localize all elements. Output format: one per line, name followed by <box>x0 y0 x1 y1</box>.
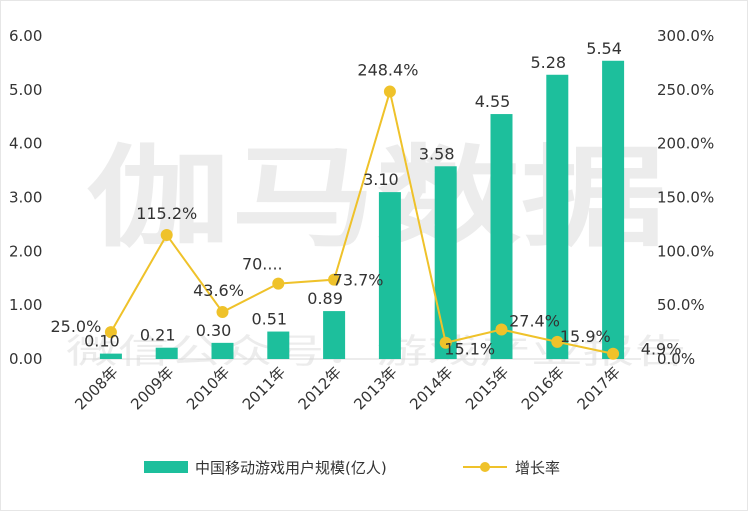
bar-data-labels: 0.10 0.21 0.30 0.51 0.89 3.10 3.58 4.55 5.28 5.54 <box>84 39 622 351</box>
growth-point <box>439 336 452 349</box>
left-axis-tick: 4.00 <box>9 135 42 153</box>
line-data-label: 43.6% <box>193 281 244 300</box>
growth-point <box>607 347 620 360</box>
left-axis: 0.00 1.00 2.00 3.00 4.00 5.00 6.00 <box>9 27 42 368</box>
bar <box>546 74 569 359</box>
growth-point <box>272 277 285 290</box>
growth-point <box>328 273 341 286</box>
bar-data-label: 3.10 <box>363 170 399 189</box>
right-axis-tick: 100.0% <box>657 242 714 260</box>
bar-data-label: 3.58 <box>419 144 455 163</box>
right-axis: 0.0% 50.0% 100.0% 150.0% 200.0% 250.0% 300.0% <box>657 27 714 368</box>
bar-data-label: 0.30 <box>196 321 232 340</box>
bar-series <box>99 60 625 359</box>
bar <box>323 311 346 359</box>
growth-point <box>104 326 117 339</box>
left-axis-tick: 6.00 <box>9 27 42 45</box>
bar-data-label: 0.10 <box>84 332 120 351</box>
growth-line <box>110 87 614 355</box>
growth-point <box>383 85 396 98</box>
left-axis-tick: 2.00 <box>9 242 42 260</box>
legend: 中国移动游戏用户规模(亿人) 增长率 <box>144 459 560 477</box>
legend-line-label: 增长率 <box>515 459 560 477</box>
left-axis-tick: 3.00 <box>9 189 42 207</box>
bar <box>490 114 513 359</box>
growth-point <box>216 306 229 319</box>
right-axis-tick: 0.0% <box>657 350 695 368</box>
left-axis-tick: 5.00 <box>9 81 42 99</box>
line-data-label: 27.4% <box>509 311 560 330</box>
right-axis-tick: 300.0% <box>657 27 714 45</box>
bar-data-label: 5.54 <box>586 39 622 58</box>
bar <box>267 331 290 359</box>
bar-data-label: 0.51 <box>251 310 287 329</box>
left-axis-tick: 0.00 <box>9 350 42 368</box>
line-data-label: 25.0% <box>50 317 101 336</box>
line-data-label: 15.1% <box>444 340 495 359</box>
bar-data-label: 5.28 <box>530 53 566 72</box>
watermark-main: 伽马数据 <box>86 134 666 262</box>
legend-bar-swatch <box>144 461 188 473</box>
right-axis-tick: 50.0% <box>657 296 705 314</box>
line-data-label: 70.... <box>242 255 283 274</box>
line-data-labels: 25.0% 115.2% 43.6% 70.... 73.7% 248.4% 15.1% 27… <box>50 61 681 359</box>
bar <box>155 347 178 359</box>
right-axis-tick: 250.0% <box>657 81 714 99</box>
growth-line-series <box>104 85 620 360</box>
bar-data-label: 0.21 <box>140 326 176 345</box>
left-axis-tick: 1.00 <box>9 296 42 314</box>
right-axis-tick: 200.0% <box>657 135 714 153</box>
bar-data-label: 4.55 <box>475 92 511 111</box>
line-data-label: 73.7% <box>333 271 384 290</box>
growth-point <box>551 335 564 348</box>
line-data-label: 115.2% <box>136 204 197 223</box>
watermark: 伽马数据 微信公众号：游戏产业报告 <box>66 134 686 372</box>
right-axis-tick: 150.0% <box>657 189 714 207</box>
line-data-label: 4.9% <box>641 340 682 359</box>
bar <box>434 166 457 359</box>
bar <box>378 192 401 359</box>
bar-data-label: 0.89 <box>307 289 343 308</box>
line-data-label: 248.4% <box>357 61 418 80</box>
bar <box>602 60 625 359</box>
bar <box>99 353 122 359</box>
growth-point <box>160 228 173 241</box>
bar <box>211 342 234 359</box>
line-data-label: 15.9% <box>560 327 611 346</box>
legend-bar-label: 中国移动游戏用户规模(亿人) <box>195 459 387 477</box>
growth-point <box>495 323 508 336</box>
legend-line-marker <box>480 462 490 472</box>
